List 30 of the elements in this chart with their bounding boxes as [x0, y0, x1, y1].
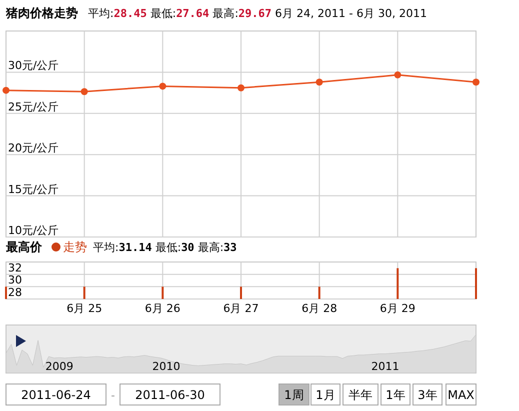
- text: MAX: [448, 388, 474, 402]
- text: 1月: [316, 388, 336, 402]
- x-tick-label: 2011: [371, 360, 400, 373]
- y-tick-label: 15元/公斤: [8, 182, 59, 196]
- x-tick-label: 2010: [152, 360, 180, 373]
- y-tick-label: 20元/公斤: [8, 142, 59, 155]
- y-tick-label: 32: [8, 261, 22, 274]
- text: 1年: [386, 388, 406, 402]
- text: 2011-06-30: [135, 388, 205, 402]
- text: 平均:31.14 最低:30 最高:33: [93, 241, 237, 254]
- y-tick-label: 10元/公斤: [8, 224, 59, 237]
- text: 半年: [348, 388, 372, 402]
- y-tick-label: 25元/公斤: [8, 100, 59, 114]
- legend-label: 走势: [63, 240, 87, 254]
- text: 1周: [284, 388, 304, 402]
- x-tick-label: 6月 26: [144, 302, 180, 315]
- y-tick-label: 30元/公斤: [8, 59, 59, 72]
- x-tick-label: 6月 29: [380, 302, 416, 315]
- x-tick-label: 6月 25: [66, 302, 102, 315]
- chart-title: 猪肉价格走势: [5, 6, 78, 20]
- text: 2011-06-24: [21, 388, 91, 402]
- chart-title: 最高价: [5, 240, 43, 254]
- x-tick-label: 6月 28: [302, 302, 338, 315]
- y-tick-label: 28: [8, 286, 22, 299]
- x-tick-label: 6月 27: [223, 302, 259, 315]
- text: -: [111, 389, 116, 402]
- x-tick-label: 2009: [45, 360, 74, 373]
- text: 3年: [418, 388, 438, 402]
- text: 平均:28.45 最低:27.64 最高:29.67 6月 24, 2011 - 6月 30, 2011: [88, 7, 427, 20]
- y-tick-label: 30: [8, 274, 22, 287]
